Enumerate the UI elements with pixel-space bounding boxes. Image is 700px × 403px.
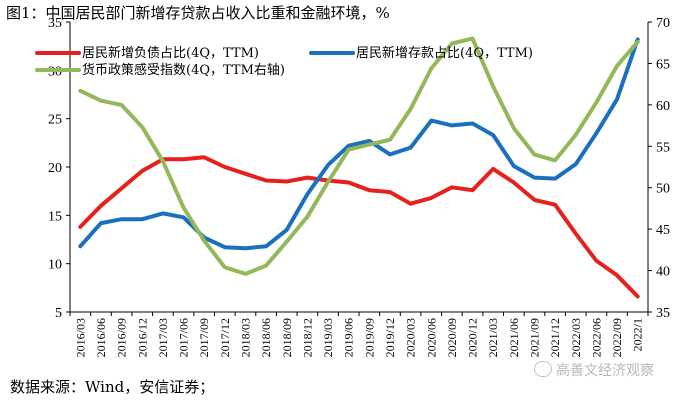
legend-label-3: 货币政策感受指数(4Q，TTM右轴) [82, 62, 285, 78]
x-tick-label: 2021/12 [548, 318, 562, 357]
x-tick-label: 2018/09 [280, 318, 294, 357]
x-tick-label: 2018/03 [238, 318, 252, 357]
wechat-icon [534, 361, 552, 377]
y-left-tick-label: 20 [48, 161, 62, 176]
y-right-tick-label: 60 [656, 99, 670, 114]
legend-label-1: 居民新增负债占比(4Q，TTM) [82, 45, 259, 61]
y-right-tick-label: 65 [656, 57, 670, 72]
x-tick-label: 2019/06 [342, 318, 356, 357]
x-tick-label: 2021/09 [527, 318, 541, 357]
x-tick-label: 2019/09 [362, 318, 376, 357]
y-left-tick-label: 25 [48, 113, 62, 128]
x-tick-label: 2021/03 [486, 318, 500, 357]
y-left-tick-label: 10 [48, 258, 62, 273]
series-lines [78, 36, 640, 299]
series-line-1 [78, 155, 640, 299]
x-tick-label: 2017/06 [177, 318, 191, 357]
x-tick-label: 2020/12 [466, 318, 480, 357]
watermark-text: 高善文经济观察 [556, 363, 654, 379]
series-line-3 [78, 36, 640, 276]
x-tick-label: 2019/12 [383, 318, 397, 357]
x-tick-label: 2018/12 [300, 318, 314, 357]
x-tick-label: 2018/06 [259, 318, 273, 357]
chart-title: 图1：中国居民部门新增存贷款占收入比重和金融环境，% [6, 4, 390, 22]
source-note: 数据来源：Wind，安信证券； [10, 378, 215, 396]
x-tick-label: 2020/09 [445, 318, 459, 357]
x-tick-label: 2016/03 [73, 318, 87, 357]
x-tick-label: 2017/03 [156, 318, 170, 357]
y-right-tick-label: 40 [656, 265, 670, 280]
y-left-tick-label: 35 [48, 16, 62, 31]
axes: 510152025303535404550556065702016/032016… [48, 16, 670, 357]
legend: 居民新增负债占比(4Q，TTM) 居民新增存款占比(4Q，TTM) 货币政策感受指数… [35, 45, 533, 78]
x-tick-label: 2017/09 [197, 318, 211, 357]
x-tick-label: 2017/12 [218, 318, 232, 357]
x-tick-label: 2022/1 [631, 318, 645, 351]
x-tick-label: 2022/09 [610, 318, 624, 357]
x-tick-label: 2016/06 [94, 318, 108, 357]
y-right-tick-label: 35 [656, 306, 670, 321]
series-line-2 [78, 37, 640, 251]
x-tick-label: 2016/09 [115, 318, 129, 357]
legend-label-2: 居民新增存款占比(4Q，TTM) [356, 45, 533, 61]
x-tick-label: 2020/03 [404, 318, 418, 357]
x-tick-label: 2022/06 [589, 318, 603, 357]
x-tick-label: 2021/06 [507, 318, 521, 357]
y-right-tick-label: 55 [656, 140, 670, 155]
y-right-tick-label: 45 [656, 223, 670, 238]
x-tick-label: 2019/03 [321, 318, 335, 357]
x-tick-label: 2016/12 [135, 318, 149, 357]
y-right-tick-label: 70 [656, 16, 670, 31]
y-left-tick-label: 5 [55, 306, 62, 321]
x-tick-label: 2020/06 [424, 318, 438, 357]
watermark: 高善文经济观察 [534, 360, 654, 380]
x-tick-label: 2022/03 [569, 318, 583, 357]
y-left-tick-label: 15 [48, 209, 62, 224]
y-right-tick-label: 50 [656, 182, 670, 197]
